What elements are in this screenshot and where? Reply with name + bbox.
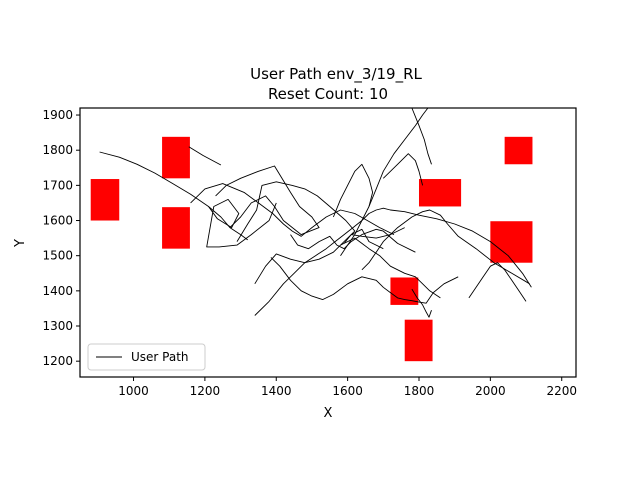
user-path-segment-15 [382,153,424,186]
user-path-segment-4 [206,198,277,248]
y-tick-label: 1600 [42,214,73,228]
x-axis: 1000 1200 1400 1600 1800 2000 2200 [118,377,577,398]
legend: User Path [87,343,206,371]
chart-subtitle: Reset Count: 10 [268,85,388,103]
legend-box [87,343,206,371]
chart-title: User Path env_3/19_RL [250,65,422,84]
user-path-segment-2 [188,146,222,166]
y-axis: 1200 1300 1400 1500 1600 1700 1800 1900 [42,108,80,368]
user-path-segment-17 [411,288,432,318]
user-path-segment-9 [290,228,416,253]
x-tick-label: 1000 [118,384,149,398]
obstacle-8 [404,319,433,362]
x-tick-label: 2000 [475,384,506,398]
x-tick-label: 1200 [190,384,221,398]
y-axis-label: Y [13,239,28,248]
x-tick-label: 1600 [332,384,363,398]
x-axis-label: X [324,406,333,421]
y-tick-label: 1500 [42,249,73,263]
y-tick-label: 1400 [42,284,73,298]
y-tick-label: 1900 [42,108,73,122]
user-path-segment-6 [236,181,356,285]
obstacle-5 [504,136,533,165]
user-path-segment-3 [190,183,395,237]
user-path-segment-7 [254,207,532,316]
user-path-segment-14 [368,107,429,207]
user-path-segment-19 [351,227,405,239]
legend-entry: User Path [131,350,189,364]
user-path-segment-5 [215,165,320,236]
y-tick-label: 1200 [42,354,73,368]
user-path-segment-1 [99,151,248,241]
user-path-segment-16 [411,107,432,165]
user-path-segment-8 [270,257,459,304]
user-path-segment-11 [340,237,441,299]
user-path-segment-12 [343,228,384,250]
plot-frame [79,107,577,378]
user-path-segment-10 [332,163,374,256]
user-path-segment-13 [361,209,530,285]
y-tick-label: 1700 [42,178,73,192]
path-layer [99,107,532,318]
x-tick-label: 1800 [404,384,435,398]
y-tick-label: 1300 [42,319,73,333]
user-path-segment-18 [468,262,527,302]
y-tick-label: 1800 [42,143,73,157]
obstacle-1 [90,179,120,221]
obstacle-3 [162,207,190,249]
obstacle-layer [90,136,533,362]
obstacle-4 [418,179,462,207]
plot-area [79,107,577,378]
obstacle-2 [162,136,190,179]
title-group: User Path env_3/19_RL Reset Count: 10 [250,65,422,103]
x-tick-label: 2200 [546,384,577,398]
x-tick-label: 1400 [261,384,292,398]
obstacle-6 [490,221,533,263]
